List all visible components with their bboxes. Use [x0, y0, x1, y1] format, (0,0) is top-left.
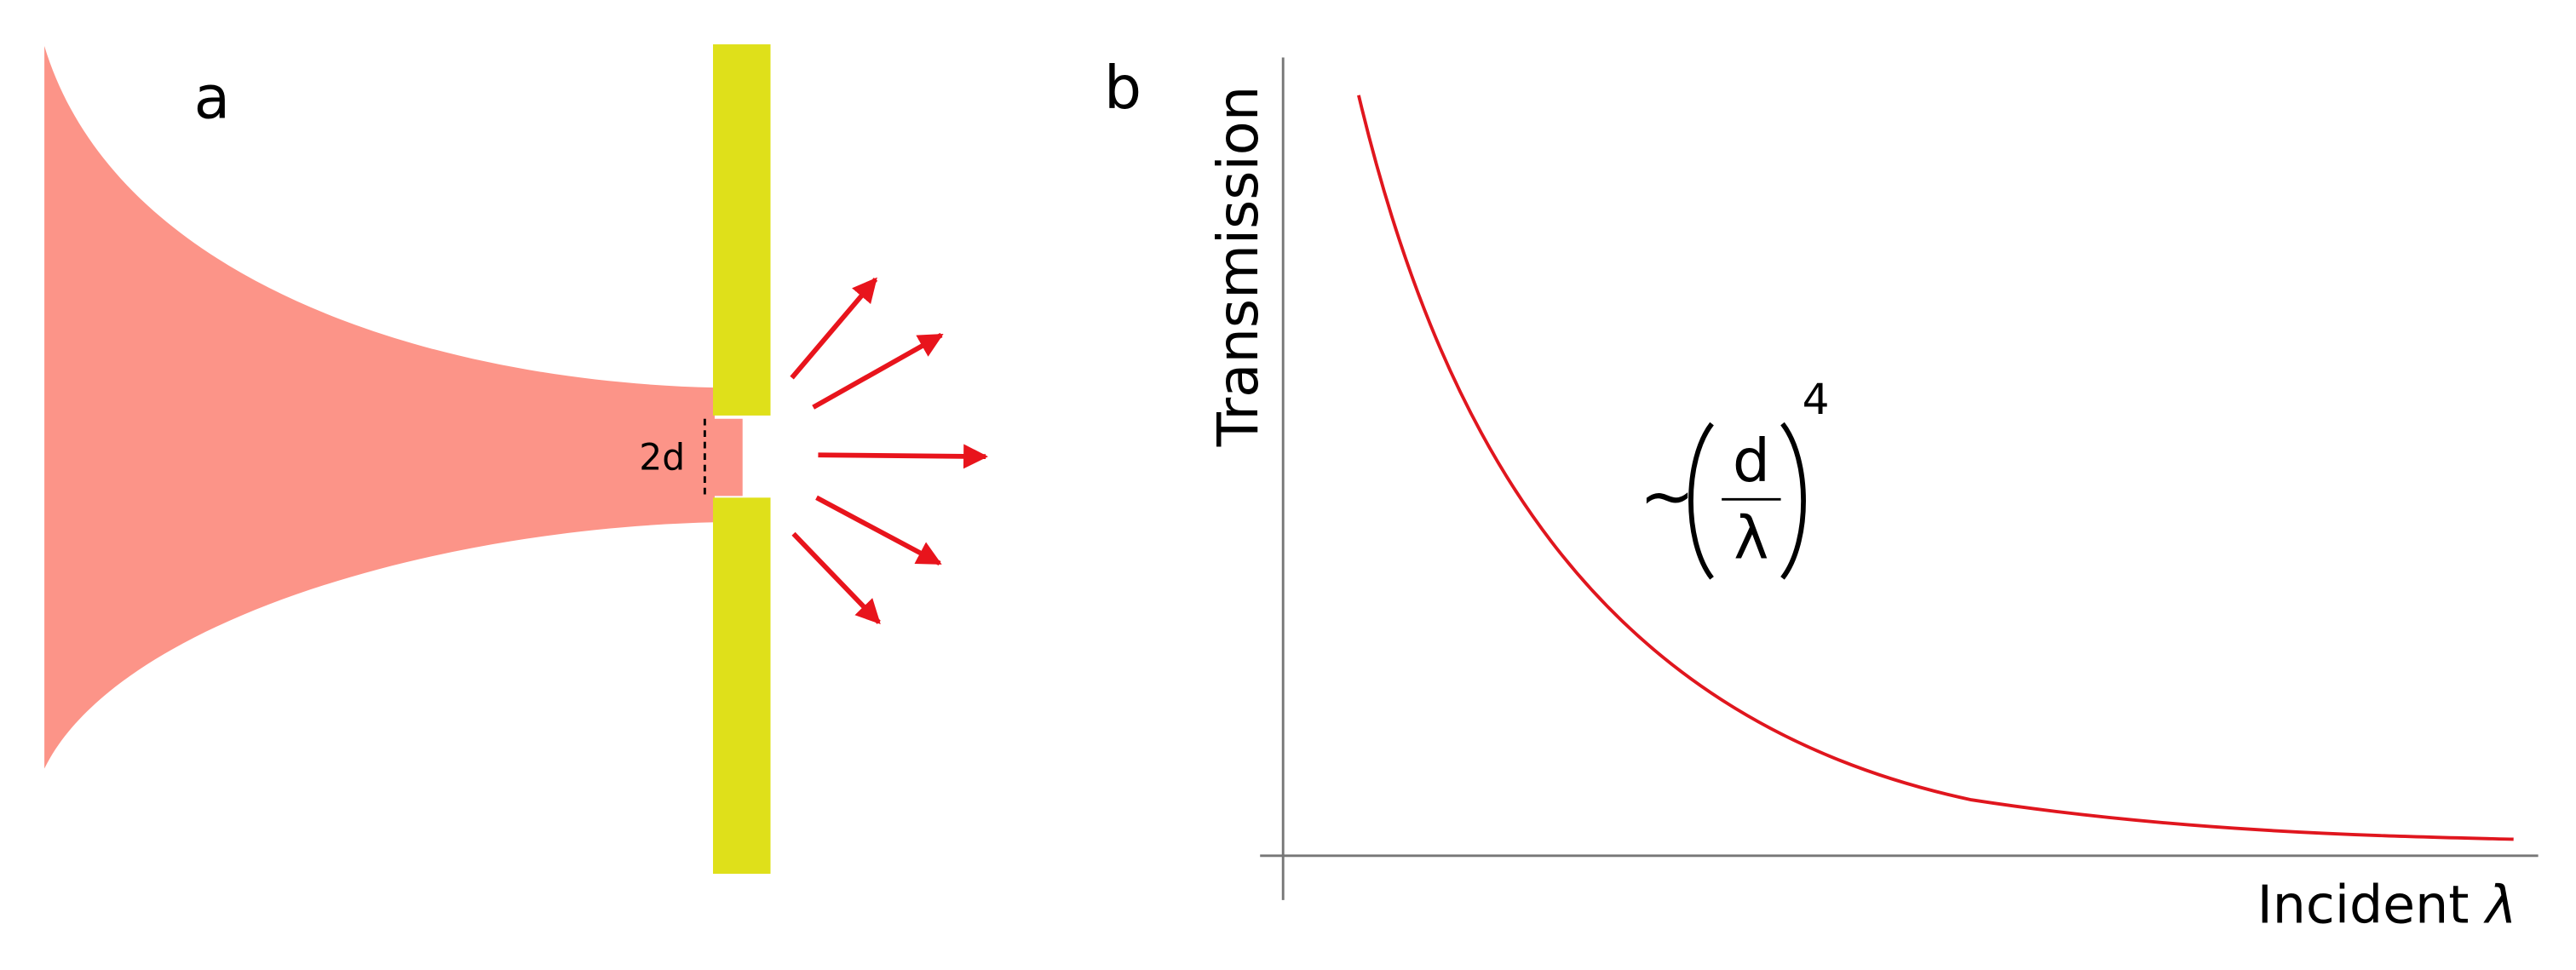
paren-left [1688, 422, 1714, 580]
formula-denominator: λ [1734, 504, 1768, 572]
gap-label: 2d [639, 437, 685, 479]
screen-top [713, 44, 771, 416]
formula-exponent: 4 [1803, 374, 1830, 424]
x-axis-label: Incident λ [2257, 875, 2517, 936]
paren-right [1780, 422, 1806, 580]
screen-bottom [713, 497, 771, 874]
panel-label: a [194, 65, 231, 133]
formula: ~ d λ 4 [1640, 374, 1830, 580]
y-axis-label: Transmission [1206, 86, 1271, 448]
panel-label: b [1104, 55, 1141, 123]
formula-numerator: d [1733, 428, 1770, 496]
x-axis-label-symbol: λ [2483, 875, 2517, 936]
transmission-curve [1357, 95, 2514, 841]
formula-prefix: ~ [1640, 458, 1695, 535]
scattered-arrows [790, 277, 989, 625]
x-axis-label-text: Incident [2257, 875, 2486, 936]
beam [44, 45, 743, 769]
